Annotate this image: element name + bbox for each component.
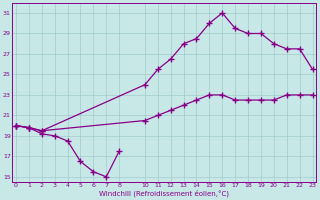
X-axis label: Windchill (Refroidissement éolien,°C): Windchill (Refroidissement éolien,°C) <box>99 190 229 197</box>
